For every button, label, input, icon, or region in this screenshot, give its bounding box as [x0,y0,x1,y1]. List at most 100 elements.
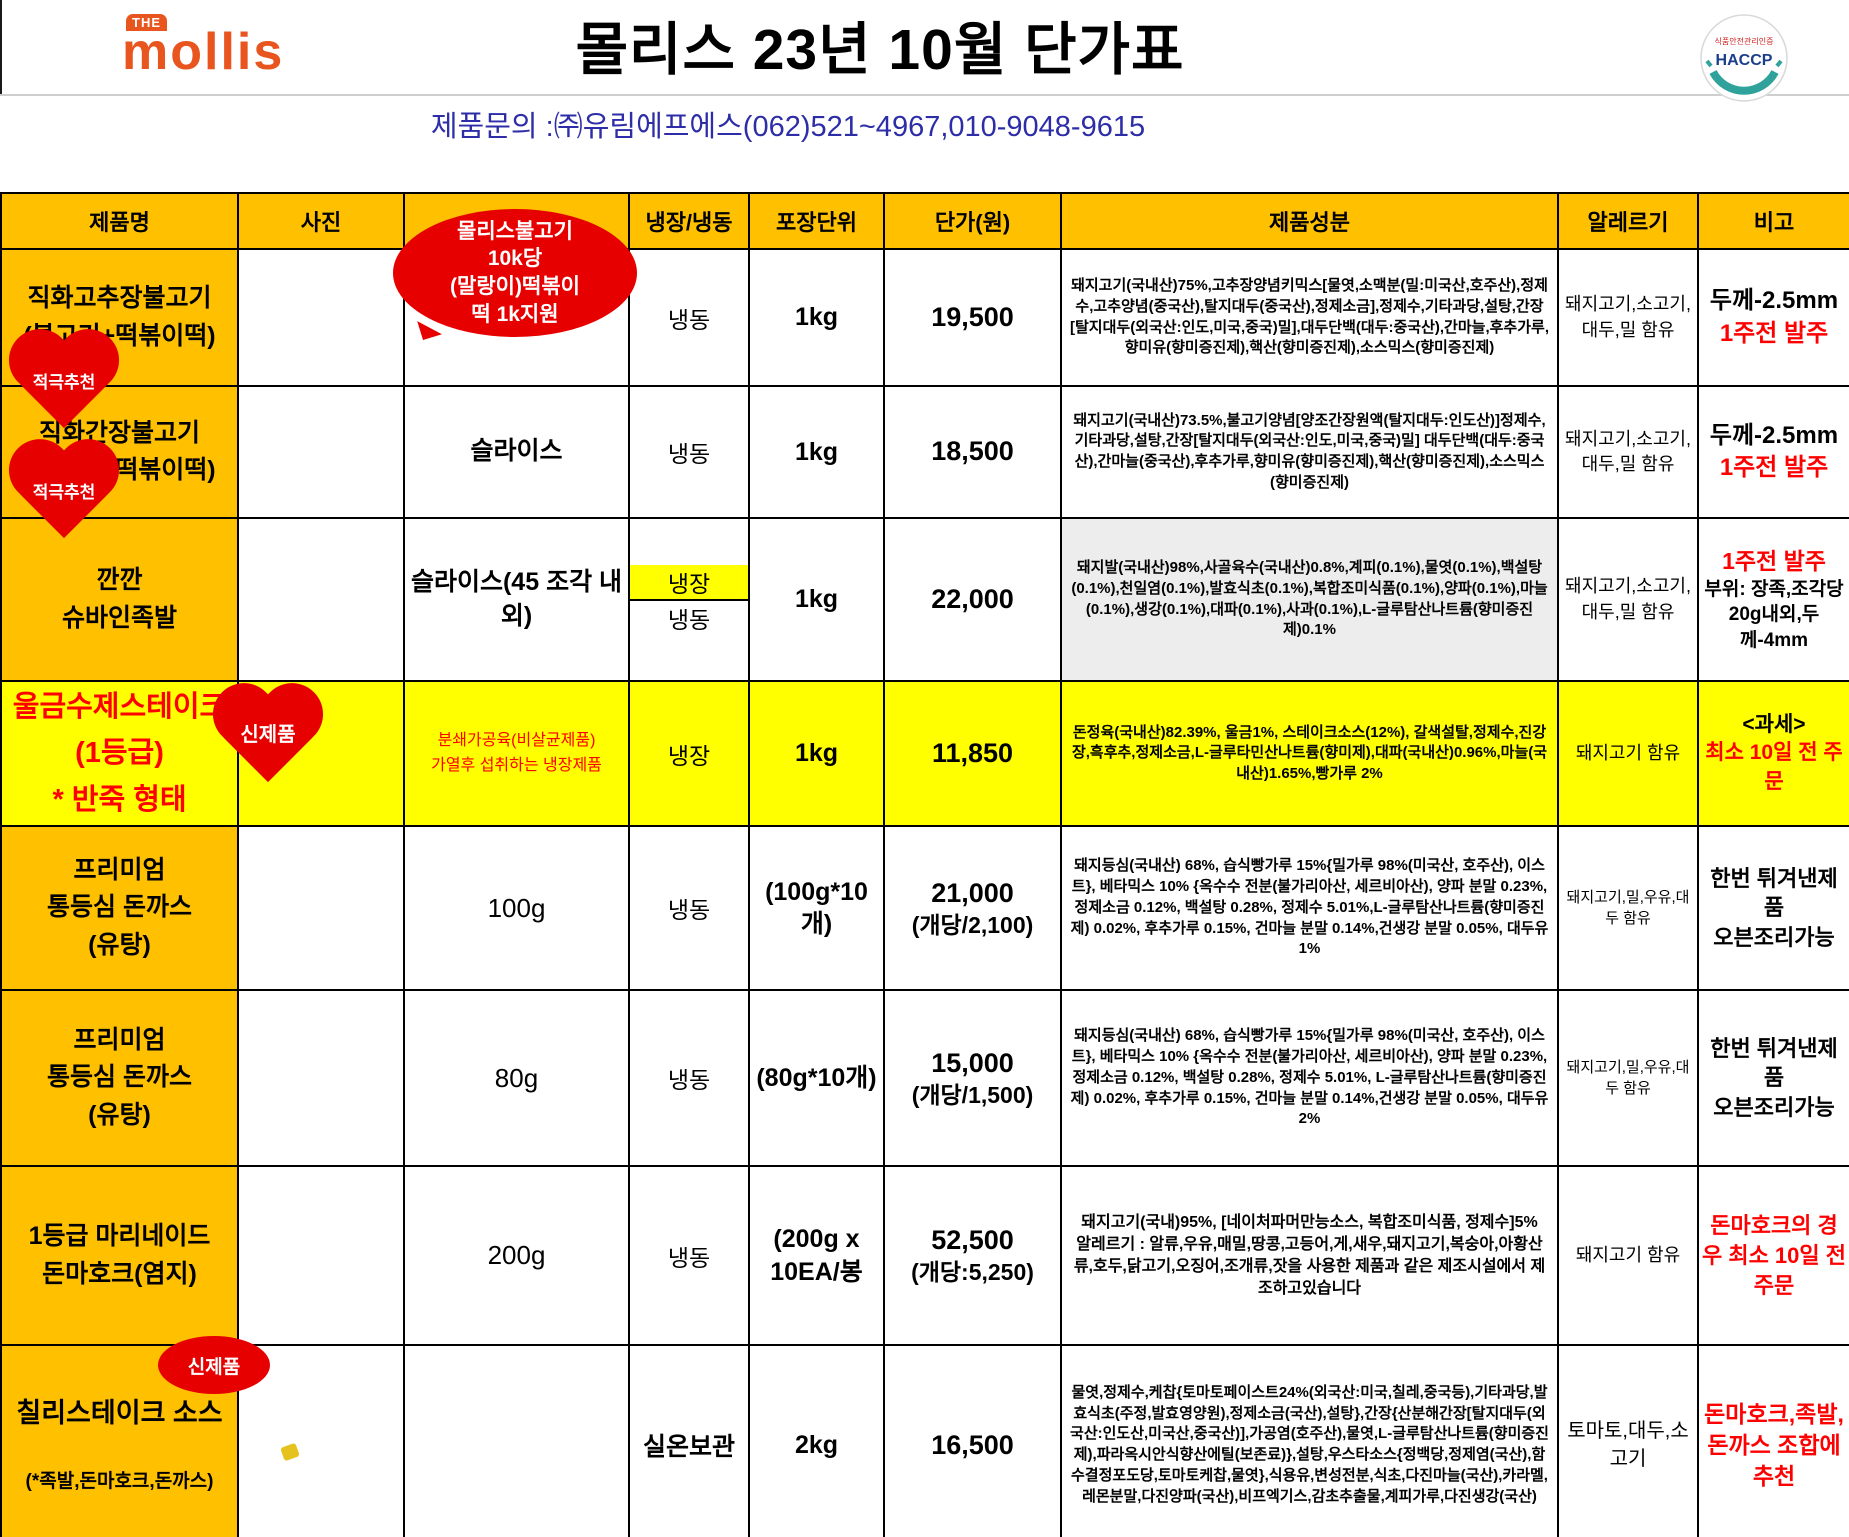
pack-cell: 1kg [748,385,885,519]
spec-cell: 슬라이스(45 조각 내외) [403,517,630,682]
storage-cell: 냉동 [628,248,750,387]
new-product-heart-badge: 신제품 [206,686,330,790]
pack-cell: (100g*10개) [748,825,885,992]
product-name-main: 칠리스테이크 소스 [16,1398,223,1429]
table-row: 프리미엄 통등심 돈까스 (유탕) 80g 냉동 (80g*10개) 15,00… [0,989,1849,1168]
contact-info: 제품문의 :㈜유림에프에스(062)521~4967,010-9048-9615 [430,111,1146,143]
note-thickness: 두께-2.5mm [1709,421,1839,449]
page-title: 몰리스 23년 10월 단가표 [575,18,1185,82]
price-per-piece: (개당/2,100) [911,911,1034,938]
recommend-label: 적극추천 [32,373,96,392]
note-cell: 두께-2.5mm 1주전 발주 [1697,248,1849,387]
logo-wordmark: mollis [122,23,285,81]
allergy-cell: 돼지고기 함유 [1557,679,1699,828]
allergy-cell: 돼지고기 함유 [1557,1165,1699,1347]
note-cell: 한번 튀겨낸제품 오븐조리가능 [1697,989,1849,1168]
storage-cell: 실온보관 [628,1344,750,1537]
allergy-cell: 돼지고기,소고기,대두,밀 함유 [1557,248,1699,387]
price-cell: 15,000 (개당/1,500) [883,989,1062,1168]
note-cooking: 한번 튀겨낸제품 오븐조리가능 [1710,1035,1838,1121]
col-header-pack-unit: 포장단위 [748,192,885,250]
ingredients-cell: 돼지고기(국내)95%, [네이처파머만능소스, 복합조미식품, 정제수]5% … [1060,1165,1559,1347]
spec-cell: 분쇄가공육(비살균제품) 가열후 섭취하는 냉장제품 [403,679,630,828]
price-cell: 11,850 [883,679,1062,828]
note-cooking: 한번 튀겨낸제품 오븐조리가능 [1710,865,1838,951]
col-header-allergy: 알레르기 [1557,192,1699,250]
storage-frozen: 냉동 [667,606,711,633]
storage-cell: 냉장 냉동 [628,517,750,682]
price-cell: 19,500 [883,248,1062,387]
price-per-piece: (개당:5,250) [911,1259,1034,1286]
col-header-product-name: 제품명 [0,192,239,250]
price-main: 21,000 [931,877,1014,908]
note-cell: 한번 튀겨낸제품 오븐조리가능 [1697,825,1849,992]
recommend-heart-badge: 적극추천 [2,332,126,436]
note-order-lead-time: 1주전 발주 [1722,547,1826,574]
header-divider-line [0,94,1849,96]
page-edge-line [0,0,2,95]
note-order-lead-time: 1주전 발주 [1719,319,1829,347]
table-row: 1등급 마리네이드 돈마호크(염지) 200g 냉동 (200g x 10EA/… [0,1165,1849,1347]
haccp-logo: 식품안전관리인증 HACCP [1700,14,1788,107]
storage-cell: 냉장 [628,679,750,828]
new-product-ellipse-badge: 신제품 [158,1336,270,1394]
col-header-ingredients: 제품성분 [1060,192,1559,250]
note-cell: 돈마호크,족발,돈까스 조합에 추천 [1697,1344,1849,1537]
price-main: 52,500 [931,1225,1014,1256]
spec-cell: 200g [403,1165,630,1347]
allergy-cell: 돼지고기,밀,우유,대두 함유 [1557,989,1699,1168]
product-name-cell: 프리미엄 통등심 돈까스 (유탕) [0,825,239,992]
product-name-sub: (*족발,돈마호크,돈까스) [25,1471,214,1493]
storage-cell: 냉동 [628,1165,750,1347]
pack-cell: 1kg [748,679,885,828]
price-cell: 16,500 [883,1344,1062,1537]
table-row: 프리미엄 통등심 돈까스 (유탕) 100g 냉동 (100g*10개) 21,… [0,825,1849,992]
ingredients-cell: 물엿,정제수,케찹{토마토페이스트24%(외국산:미국,칠레,중국등),기타과당… [1060,1344,1559,1537]
note-order-lead-time: 돈마호크의 경우 최소 10일 전 주문 [1701,1213,1846,1298]
table-row: 직화고추장불고기 (불고기+떡볶이떡) 냉동 1kg 19,500 돼지고기(국… [0,248,1849,387]
table-header-row: 제품명 사진 규격 냉장/냉동 포장단위 단가(원) 제품성분 알레르기 비고 [0,192,1849,250]
mollis-logo: THE mollis [122,12,362,84]
storage-cell: 냉동 [628,825,750,992]
note-cut-detail: 부위: 장족,조각당20g내외,두께-4mm [1704,578,1844,651]
storage-cell: 냉동 [628,385,750,519]
allergy-cell: 돼지고기,소고기,대두,밀 함유 [1557,385,1699,519]
product-name-cell: 프리미엄 통등심 돈까스 (유탕) [0,989,239,1168]
price-cell: 18,500 [883,385,1062,519]
haccp-label: HACCP [1716,52,1773,69]
ingredients-cell: 돼지등심(국내산) 68%, 습식빵가루 15%{밀가루 98%(미국산, 호주… [1060,825,1559,992]
spec-cell: 80g [403,989,630,1168]
sauce-pouch-cap [279,1442,300,1462]
price-main: 15,000 [931,1047,1014,1078]
allergy-cell: 돼지고기,밀,우유,대두 함유 [1557,825,1699,992]
allergy-cell: 돼지고기,소고기,대두,밀 함유 [1557,517,1699,682]
price-table: 제품명 사진 규격 냉장/냉동 포장단위 단가(원) 제품성분 알레르기 비고 … [0,192,1849,1537]
col-header-photo: 사진 [237,192,405,250]
ingredients-cell: 돼지발(국내산)98%,사골육수(국내산)0.8%,계피(0.1%),물엿(0.… [1060,517,1559,682]
col-header-unit-price: 단가(원) [883,192,1062,250]
note-tax: <과세> [1742,713,1806,737]
product-name-cell: 울금수제스테이크 (1등급) * 반죽 형태 [0,679,239,828]
col-header-note: 비고 [1697,192,1849,250]
product-name-cell: 1등급 마리네이드 돈마호크(염지) [0,1165,239,1347]
price-per-piece: (개당/1,500) [911,1081,1034,1108]
note-cell: <과세> 최소 10일 전 주문 [1697,679,1849,828]
table-row: 울금수제스테이크 (1등급) * 반죽 형태 분쇄가공육(비살균제품) 가열후 … [0,679,1849,828]
ingredients-cell: 돼지고기(국내산)75%,고추장양념키믹스[물엿,소맥분(밀:미국산,호주산),… [1060,248,1559,387]
allergy-cell: 토마토,대두,소고기 [1557,1344,1699,1537]
note-cell: 돈마호크의 경우 최소 10일 전 주문 [1697,1165,1849,1347]
recommend-label: 적극추천 [32,483,96,502]
col-header-storage: 냉장/냉동 [628,192,750,250]
note-recommendation: 돈마호크,족발,돈까스 조합에 추천 [1704,1400,1844,1489]
pack-cell: (80g*10개) [748,989,885,1168]
table-row: 칠리스테이크 소스 (*족발,돈마호크,돈까스) 실온보관 2kg 16,500… [0,1344,1849,1537]
spec-cell: 100g [403,825,630,992]
note-cell: 두께-2.5mm 1주전 발주 [1697,385,1849,519]
spec-cell [403,1344,630,1537]
pack-cell: 2kg [748,1344,885,1537]
new-product-label: 신제품 [240,724,296,746]
table-row: 직화간장불고기 (불고기+떡볶이떡) 슬라이스 냉동 1kg 18,500 돼지… [0,385,1849,519]
note-order-lead-time: 1주전 발주 [1719,454,1829,481]
promo-speech-bubble: 몰리스불고기 10k당 (말랑이)떡볶이 떡 1k지원 [393,209,637,337]
